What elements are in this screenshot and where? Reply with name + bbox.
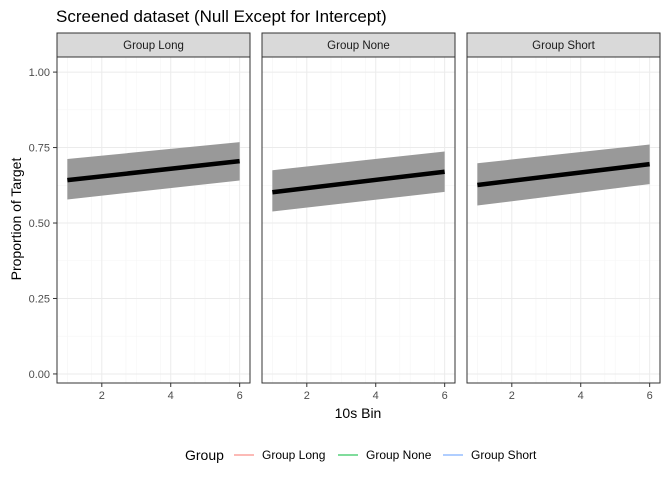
x-axis-title: 10s Bin (335, 405, 382, 421)
legend-label: Group None (366, 448, 432, 462)
y-tick-label: 0.75 (29, 143, 50, 155)
x-tick-label: 4 (168, 390, 174, 402)
x-tick-label: 2 (99, 390, 105, 402)
x-tick-label: 2 (509, 390, 515, 402)
y-tick-label: 0.50 (29, 218, 50, 230)
fit-line (67, 158, 240, 183)
x-tick-label: 6 (237, 390, 243, 402)
y-tick-label: 0.25 (29, 293, 50, 305)
legend: Group Group Long Group None Group Short (185, 447, 537, 463)
legend-title: Group (185, 447, 224, 463)
facet-strip-label: Group None (327, 40, 390, 52)
facet-panel-group-none: Group None 2 4 6 (261, 32, 456, 402)
y-tick-label: 1.00 (29, 67, 50, 79)
facet-strip (56, 32, 251, 58)
x-tick-label: 2 (304, 390, 310, 402)
facet-strip-label: Group Short (532, 40, 595, 52)
facet-panels: Group Long 2 4 6 Group None 2 4 6 Group Short 2 4 6 (56, 32, 661, 402)
x-tick-label: 4 (373, 390, 379, 402)
y-axis-title: Proportion of Target (8, 158, 24, 281)
legend-label: Group Short (471, 448, 537, 462)
facet-strip (261, 32, 456, 58)
legend-label: Group Long (262, 448, 325, 462)
x-tick-label: 6 (647, 390, 653, 402)
facet-panel-group-short: Group Short 2 4 6 (466, 32, 661, 402)
y-axis: 0.00 0.25 0.50 0.75 1.00 (29, 67, 57, 381)
chart-title: Screened dataset (Null Except for Interc… (56, 7, 387, 26)
panel-border (261, 56, 456, 384)
facet-strip-label: Group Long (123, 40, 184, 52)
x-tick-label: 4 (578, 390, 584, 402)
x-tick-label: 6 (442, 390, 448, 402)
facet-panel-group-long: Group Long 2 4 6 (56, 32, 251, 402)
y-tick-label: 0.00 (29, 369, 50, 381)
fit-line (477, 161, 650, 188)
facet-strip (466, 32, 661, 58)
fit-line (272, 169, 445, 195)
panel-border (466, 56, 661, 384)
panel-border (56, 56, 251, 384)
